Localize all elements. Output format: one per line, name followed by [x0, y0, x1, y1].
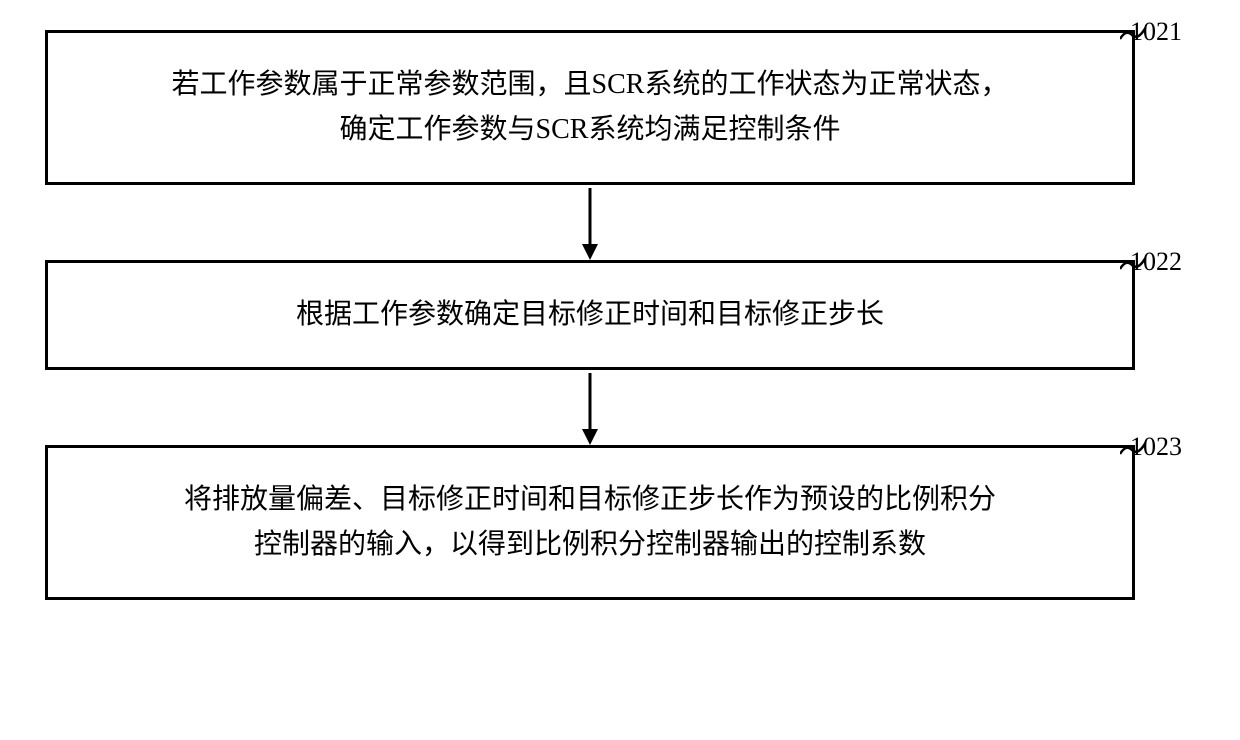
flow-step-3-line1: 将排放量偏差、目标修正时间和目标修正步长作为预设的比例积分	[184, 478, 996, 523]
step-number-1: 1021	[1130, 11, 1182, 53]
flow-step-2: 1022 根据工作参数确定目标修正时间和目标修正步长	[45, 260, 1135, 370]
flowchart-container: 1021 若工作参数属于正常参数范围，且SCR系统的工作状态为正常状态， 确定工…	[45, 30, 1195, 600]
flow-step-3: 1023 将排放量偏差、目标修正时间和目标修正步长作为预设的比例积分 控制器的输…	[45, 445, 1135, 600]
flow-step-2-text: 根据工作参数确定目标修正时间和目标修正步长	[266, 293, 914, 338]
flow-step-1-line2: 确定工作参数与SCR系统均满足控制条件	[172, 108, 1009, 153]
flow-step-1: 1021 若工作参数属于正常参数范围，且SCR系统的工作状态为正常状态， 确定工…	[45, 30, 1135, 185]
step-number-2: 1022	[1130, 241, 1182, 283]
arrow-down-icon	[580, 373, 600, 445]
step-number-3: 1023	[1130, 426, 1182, 468]
flow-step-2-line1: 根据工作参数确定目标修正时间和目标修正步长	[296, 293, 884, 338]
flow-step-1-line1: 若工作参数属于正常参数范围，且SCR系统的工作状态为正常状态，	[172, 63, 1009, 108]
flow-step-1-text: 若工作参数属于正常参数范围，且SCR系统的工作状态为正常状态， 确定工作参数与S…	[142, 63, 1039, 153]
arrow-down-icon	[580, 188, 600, 260]
flow-step-3-text: 将排放量偏差、目标修正时间和目标修正步长作为预设的比例积分 控制器的输入，以得到…	[154, 478, 1026, 568]
flow-step-3-line2: 控制器的输入，以得到比例积分控制器输出的控制系数	[184, 523, 996, 568]
